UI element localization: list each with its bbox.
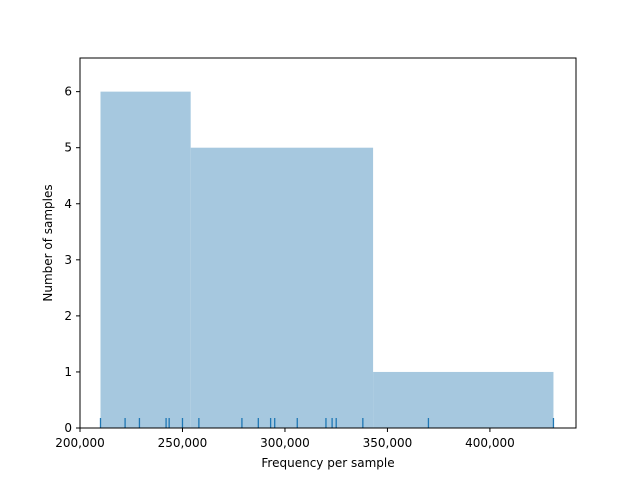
- y-tick-label-4: 3: [64, 253, 72, 267]
- histogram-bars: [100, 91, 554, 429]
- y-tick-label-1: 0: [64, 421, 72, 435]
- x-axis-ticks: 200,000 250,000 300,000 350,000 400,000: [55, 428, 515, 450]
- histogram-bar-3: [373, 371, 554, 428]
- y-tick-label-5: 4: [64, 197, 72, 211]
- x-tick-label-2: 250,000: [158, 436, 208, 450]
- y-axis-ticks: 0 1 2 3 4 5 6: [64, 85, 80, 435]
- y-tick-label-3: 2: [64, 309, 72, 323]
- x-tick-label-4: 350,000: [363, 436, 413, 450]
- y-tick-label-6: 5: [64, 141, 72, 155]
- histogram-bar-1: [100, 91, 191, 429]
- x-tick-label-5: 400,000: [465, 436, 515, 450]
- y-tick-label-2: 1: [64, 365, 72, 379]
- rug-marks: [99, 418, 555, 428]
- x-tick-label-1: 200,000: [55, 436, 105, 450]
- plot-frame: [79, 57, 577, 429]
- y-axis-label: Number of samples: [41, 184, 55, 301]
- x-axis-label: Frequency per sample: [261, 456, 394, 470]
- y-tick-label-7: 6: [64, 85, 72, 99]
- histogram-bar-2: [190, 147, 374, 429]
- x-tick-label-3: 300,000: [260, 436, 310, 450]
